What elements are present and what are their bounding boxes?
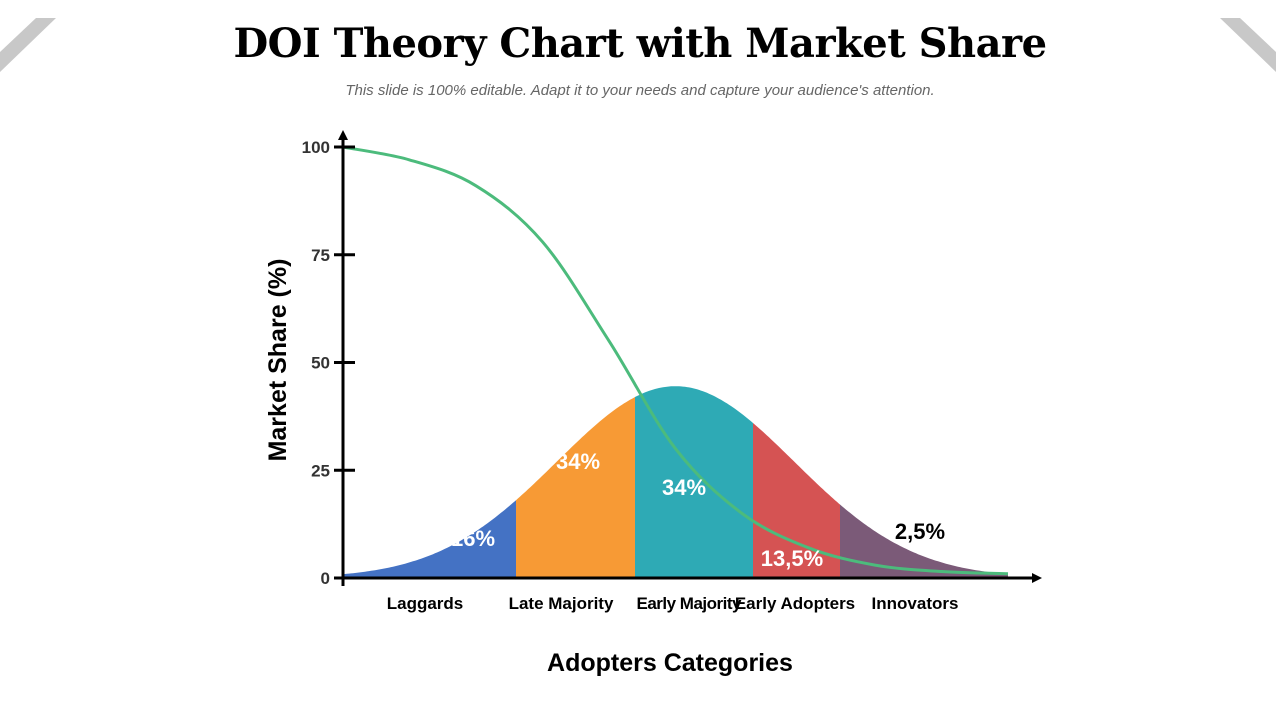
y-axis-title: Market Share (%) [264,259,292,462]
page-title: DOI Theory Chart with Market Share [233,20,1047,67]
segment-laggards [343,500,516,578]
segment-late-majority [516,397,635,578]
market-share-curve-layer [342,145,1009,576]
x-category-label: Laggards [387,594,464,613]
segment-data-label: 16% [451,526,495,551]
x-category-label: Early Majority [637,594,743,613]
x-category-label: Early Adopters [735,594,855,613]
y-tick-label: 25 [311,461,330,480]
y-tick-label: 0 [321,569,330,588]
y-tick-label: 75 [311,246,330,265]
segment-data-label: 2,5% [895,519,945,544]
segment-early-adopters [753,423,840,578]
y-tick-label: 100 [302,138,330,157]
y-tick-label: 50 [311,354,330,373]
segment-data-label: 34% [662,475,706,500]
page-subtitle: This slide is 100% editable. Adapt it to… [345,82,935,99]
x-category-label: Late Majority [509,594,614,613]
segment-data-label: 34% [556,449,600,474]
segment-innovators [840,504,1008,578]
corner-decoration-left [0,18,56,72]
y-axis-arrow [338,130,348,140]
x-axis-arrow [1032,573,1042,583]
axes: 0 25 50 75 100 [302,130,1042,588]
x-axis-title: Adopters Categories [547,649,793,677]
market-share-line [342,145,1009,576]
segment-data-label: 13,5% [761,546,823,571]
x-category-label: Innovators [872,594,959,613]
chart-labels: Laggards Late Majority Early MajorityEarly… [264,259,958,677]
corner-decoration-right [1220,18,1276,72]
